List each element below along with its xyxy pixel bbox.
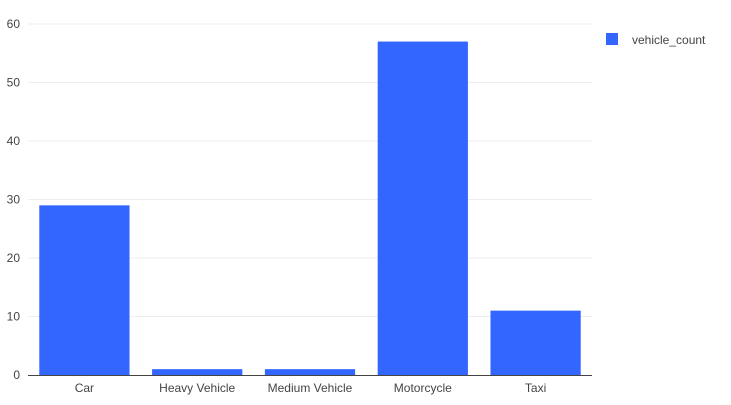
x-tick-label-taxi: Taxi [525, 381, 546, 395]
bar-motorcycle[interactable] [377, 41, 468, 376]
y-tick-label-10: 10 [7, 310, 21, 324]
y-tick-label-40: 40 [7, 134, 21, 148]
legend-label-vehicle-count: vehicle_count [632, 33, 706, 47]
legend[interactable]: vehicle_count [606, 33, 706, 47]
x-tick-label-car: Car [75, 381, 94, 395]
bar-car[interactable] [39, 205, 130, 375]
x-tick-label-medium-vehicle: Medium Vehicle [268, 381, 353, 395]
bar-taxi[interactable] [490, 310, 581, 375]
legend-swatch-vehicle-count [606, 33, 618, 45]
bar-medium-vehicle[interactable] [264, 369, 356, 375]
x-tick-label-heavy-vehicle: Heavy Vehicle [159, 381, 235, 395]
bar-heavy-vehicle[interactable] [152, 369, 243, 375]
y-tick-label-50: 50 [7, 76, 21, 90]
x-axis-ticks: Car Heavy Vehicle Medium Vehicle Motorcycle… [75, 381, 547, 395]
y-tick-label-60: 60 [7, 17, 21, 31]
y-tick-label-30: 30 [7, 193, 21, 207]
y-tick-label-20: 20 [7, 251, 21, 265]
y-axis-ticks: 0 10 20 30 40 50 60 [7, 17, 21, 382]
x-tick-label-motorcycle: Motorcycle [394, 381, 452, 395]
y-tick-label-0: 0 [13, 368, 20, 382]
bars [39, 41, 581, 376]
